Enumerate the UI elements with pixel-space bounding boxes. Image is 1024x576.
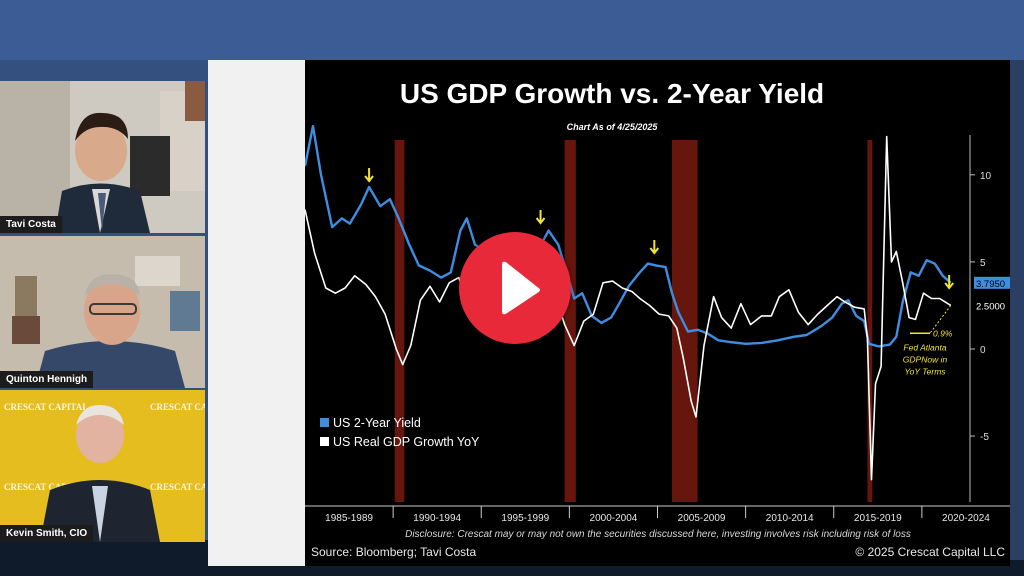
y-tick-label-1: 10 (980, 171, 992, 182)
chart-subtitle: Chart As of 4/25/2025 (567, 122, 659, 132)
nowcast-note-line-1: Fed Atlanta (903, 342, 946, 352)
series-last-value-bg-1 (974, 276, 1010, 289)
x-tick-label-7: 2015-2019 (854, 513, 902, 524)
participant-video-3: CRESCAT CAPITAL CRESCAT CAPITAL CRESCAT … (0, 390, 205, 542)
play-icon (502, 261, 540, 315)
copyright-text: © 2025 Crescat Capital LLC (855, 545, 1005, 559)
backdrop-logo-3: CRESCAT CAPITAL (4, 482, 88, 492)
x-tick-label-2: 1990-1994 (413, 513, 461, 524)
x-tick-label-8: 2020-2024 (942, 513, 990, 524)
nowcast-note-line-3: YoY Terms (904, 366, 946, 376)
source-text: Source: Bloomberg; Tavi Costa (311, 545, 477, 559)
yellow-arrow-3 (649, 240, 660, 255)
legend-swatch-2 (320, 437, 329, 446)
recession-band-3 (671, 140, 698, 502)
x-tick-label-5: 2005-2009 (678, 513, 726, 524)
participant-name-2: Quinton Hennigh (0, 371, 94, 388)
participant-tile-2[interactable]: Quinton Hennigh (0, 236, 205, 388)
recession-band-4 (867, 140, 873, 502)
y-tick-label-4: -5 (980, 432, 989, 443)
nowcast-label: 0.9% (933, 328, 953, 338)
series-line-2 (304, 135, 952, 481)
legend-label-2: US Real GDP Growth YoY (333, 435, 480, 449)
nowcast-connector (929, 305, 952, 334)
participant-tile-1[interactable]: Tavi Costa (0, 81, 205, 233)
nowcast-note-line-2: GDPNow in (903, 354, 948, 364)
yellow-arrow-4 (944, 275, 954, 290)
play-button[interactable] (459, 232, 571, 344)
backdrop-logo-2: CRESCAT CAPITAL (150, 402, 205, 412)
backdrop-logo-1: CRESCAT CAPITAL (4, 402, 88, 412)
presentation-slide: US GDP Growth vs. 2-Year Yield Chart As … (208, 60, 1010, 566)
header-band (0, 0, 1024, 60)
chart-title: US GDP Growth vs. 2-Year Yield (400, 78, 824, 109)
x-tick-label-4: 2000-2004 (590, 513, 638, 524)
series-last-value-1: 3.7950 (976, 279, 1005, 290)
chart-panel: US GDP Growth vs. 2-Year Yield Chart As … (303, 60, 1010, 566)
legend-label-1: US 2-Year Yield (333, 416, 421, 430)
recession-band-2 (564, 140, 576, 502)
backdrop-logo-4: CRESCAT CAPITAL (150, 482, 205, 492)
participant-video-1 (0, 81, 205, 233)
right-band (1010, 60, 1024, 560)
x-tick-label-3: 1995-1999 (501, 513, 549, 524)
y-tick-label-3: 0 (980, 345, 986, 356)
disclosure-text: Disclosure: Crescat may or may not own t… (405, 529, 911, 540)
y-tick-label-2: 5 (980, 258, 986, 269)
participant-tile-3[interactable]: CRESCAT CAPITAL CRESCAT CAPITAL CRESCAT … (0, 390, 205, 542)
series-last-value-2: 2.5000 (976, 301, 1005, 312)
yellow-arrow-1 (364, 168, 374, 183)
x-tick-label-1: 1985-1989 (325, 513, 373, 524)
chart-svg: US GDP Growth vs. 2-Year Yield Chart As … (303, 78, 1010, 559)
yellow-arrow-2 (535, 210, 546, 225)
x-tick-label-6: 2010-2014 (766, 513, 814, 524)
legend-swatch-1 (320, 418, 329, 427)
participant-video-2 (0, 236, 205, 388)
participant-name-3: Kevin Smith, CIO (0, 525, 94, 542)
plot-layer: 10 5 0 -5 1985-1989 1990-1994 1995-1999 2000-20… (303, 124, 1010, 524)
participant-name-1: Tavi Costa (0, 216, 62, 233)
recession-band-1 (394, 140, 405, 502)
series-last-value-bg-2 (974, 299, 1010, 312)
series-line-1 (303, 124, 952, 348)
